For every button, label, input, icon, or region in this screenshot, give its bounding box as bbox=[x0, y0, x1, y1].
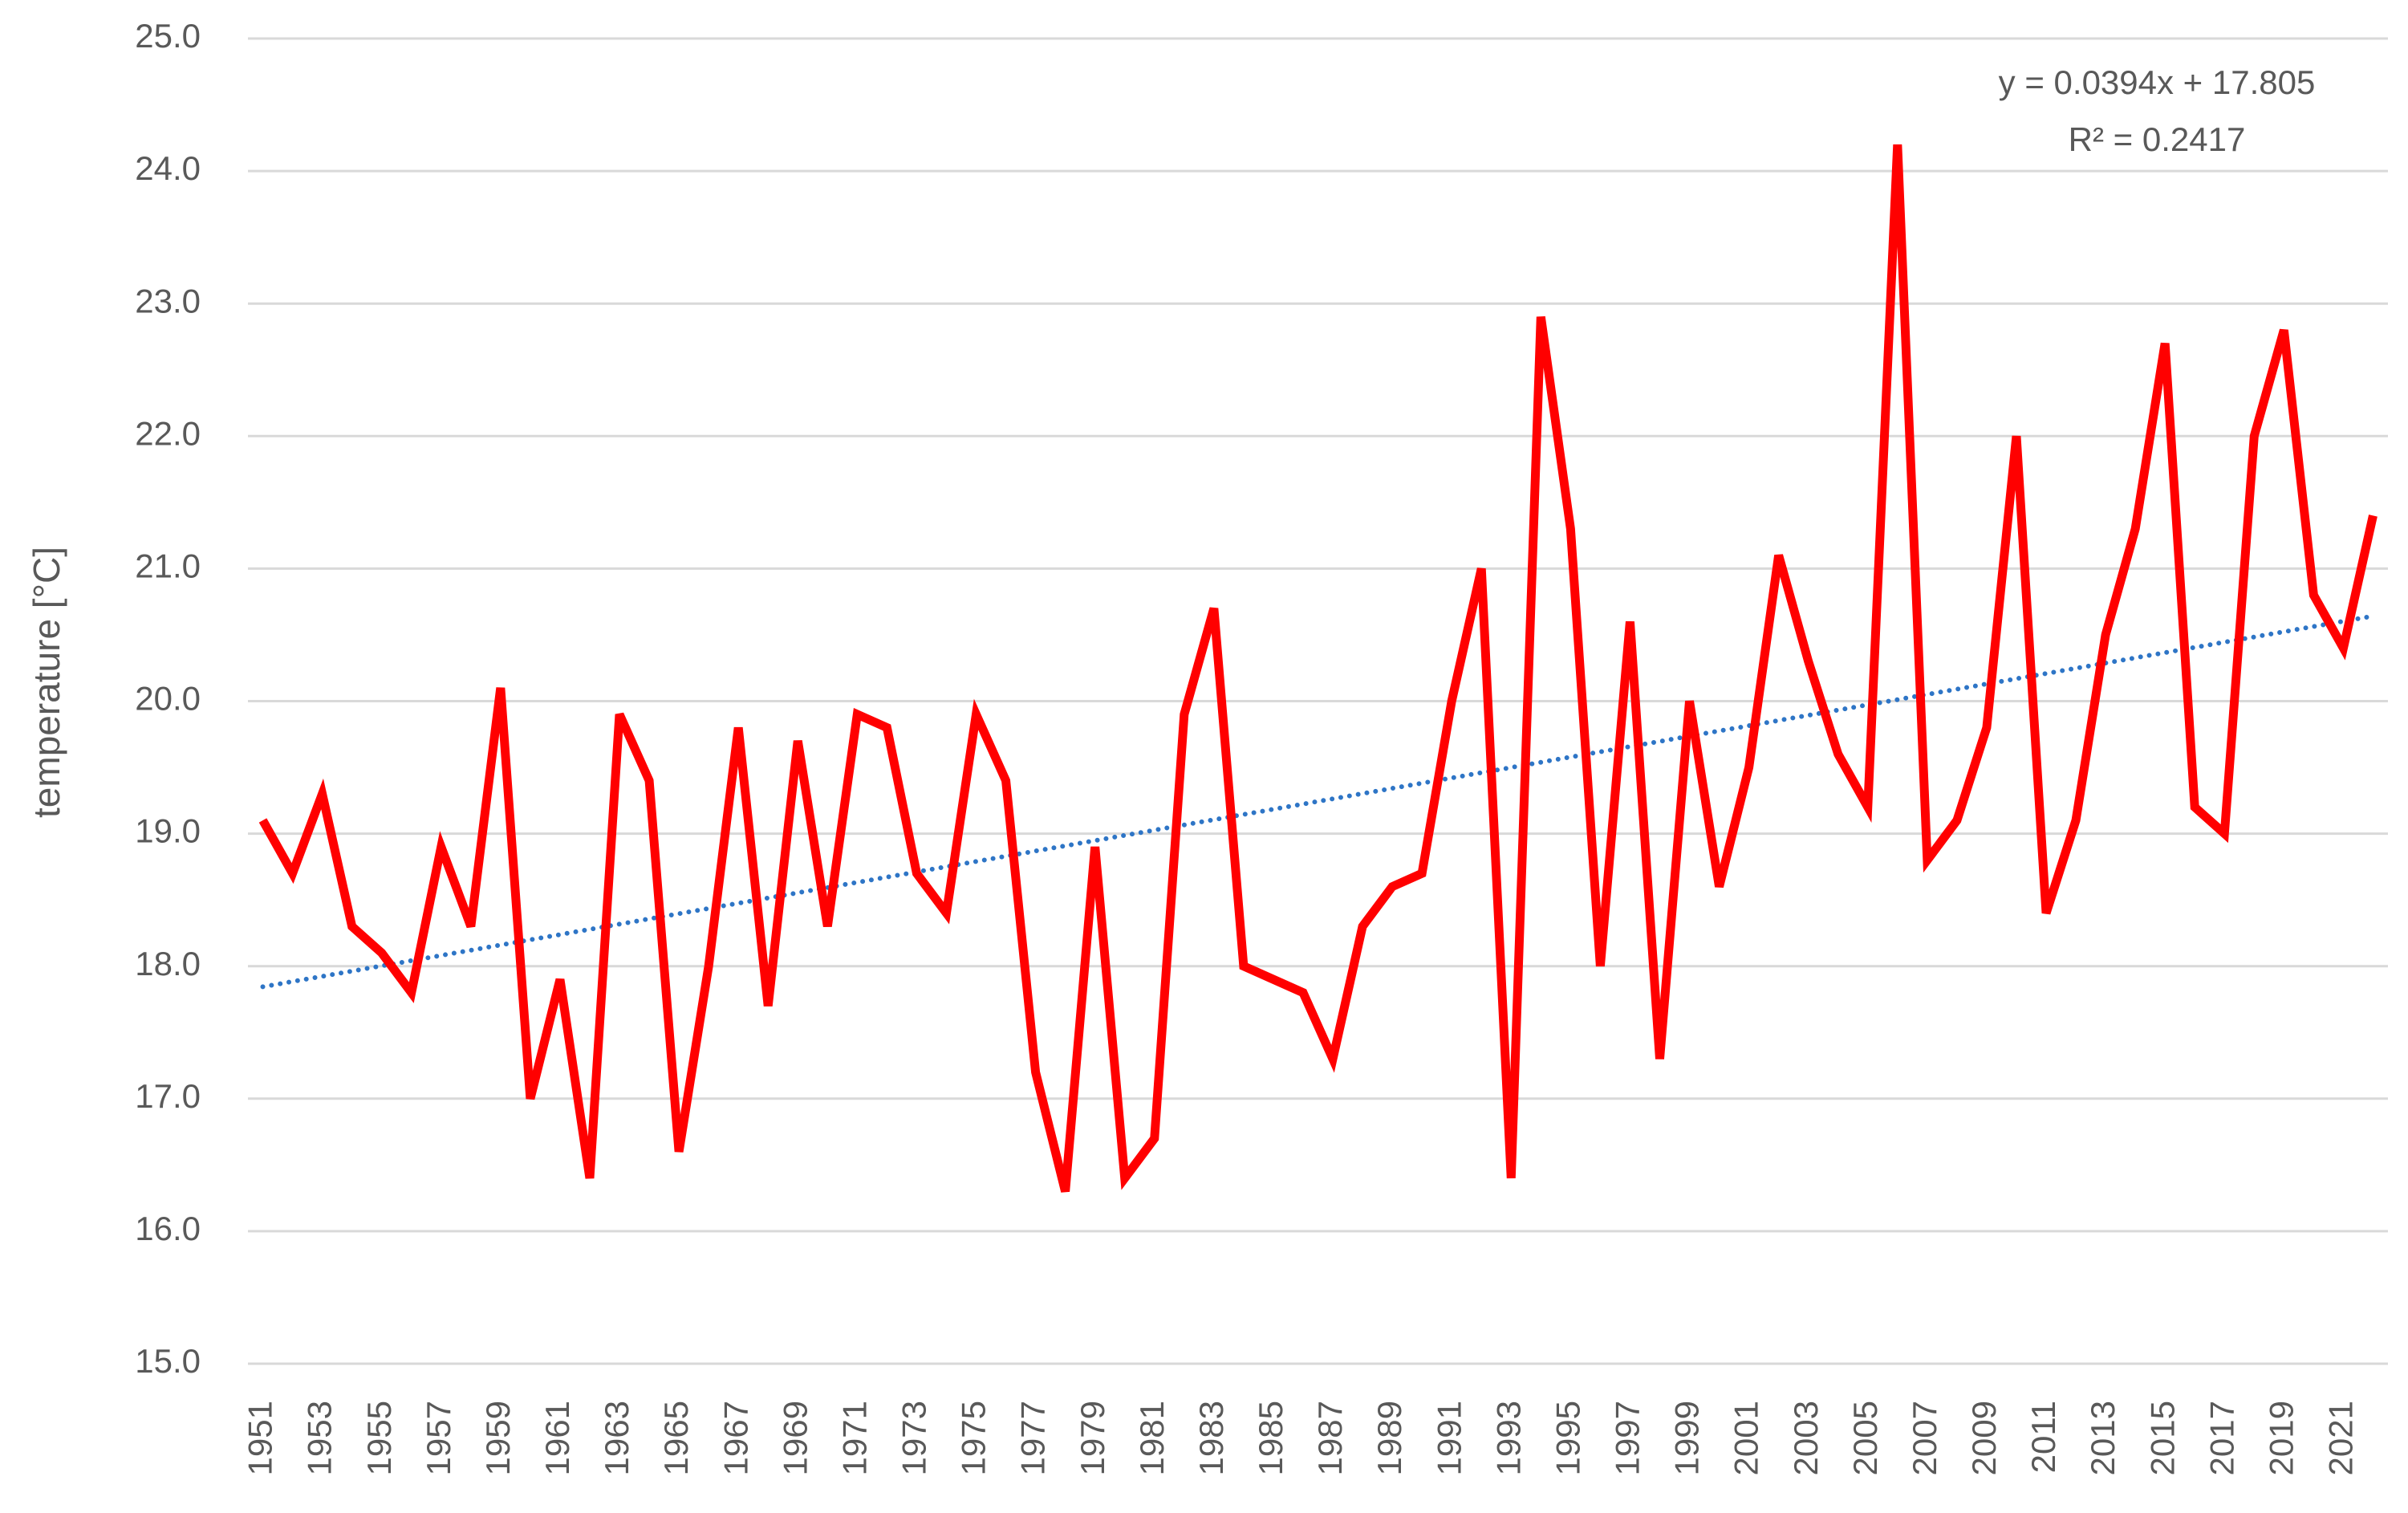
y-axis-title: temperature [°C] bbox=[26, 547, 67, 818]
y-tick-label: 19.0 bbox=[135, 812, 201, 850]
x-tick-label: 2011 bbox=[2024, 1401, 2062, 1473]
data-line bbox=[258, 144, 2378, 1193]
x-tick-label: 1965 bbox=[657, 1401, 695, 1475]
y-tick-label: 23.0 bbox=[135, 282, 201, 319]
x-tick-label: 1983 bbox=[1192, 1401, 1230, 1475]
y-tick-label: 22.0 bbox=[135, 414, 201, 452]
x-tick-label: 1981 bbox=[1133, 1401, 1171, 1475]
x-tick-label: 1953 bbox=[301, 1401, 339, 1475]
x-tick-label: 2009 bbox=[1965, 1401, 2003, 1475]
trend-line bbox=[260, 613, 2376, 990]
x-tick-label: 1957 bbox=[420, 1401, 457, 1475]
trend-equation: y = 0.0394x + 17.805 bbox=[1999, 63, 2316, 101]
x-tick-label: 2019 bbox=[2262, 1401, 2300, 1475]
x-tick-label: 1999 bbox=[1668, 1401, 1706, 1475]
x-tick-label: 1975 bbox=[955, 1401, 993, 1475]
x-tick-label: 1993 bbox=[1489, 1401, 1527, 1475]
x-tick-label: 1955 bbox=[360, 1401, 398, 1475]
x-tick-label: 1977 bbox=[1014, 1401, 1052, 1475]
y-tick-label: 21.0 bbox=[135, 547, 201, 584]
x-tick-label: 2015 bbox=[2143, 1401, 2181, 1475]
x-tick-label: 1963 bbox=[598, 1401, 636, 1475]
x-tick-label: 2001 bbox=[1728, 1401, 1765, 1475]
x-tick-label: 1989 bbox=[1370, 1401, 1408, 1475]
trend-r2: R² = 0.2417 bbox=[2069, 120, 2246, 158]
x-tick-label: 2017 bbox=[2203, 1401, 2240, 1475]
x-tick-label: 1967 bbox=[717, 1401, 754, 1475]
x-tick-label: 1973 bbox=[895, 1401, 933, 1475]
x-tick-label: 2013 bbox=[2084, 1401, 2122, 1475]
y-tick-label: 20.0 bbox=[135, 680, 201, 718]
x-tick-label: 1971 bbox=[835, 1401, 873, 1475]
y-tick-label: 15.0 bbox=[135, 1342, 201, 1380]
y-tick-label: 16.0 bbox=[135, 1210, 201, 1247]
x-tick-label: 1985 bbox=[1252, 1401, 1289, 1475]
x-tick-label: 1959 bbox=[479, 1401, 517, 1475]
x-tick-label: 1961 bbox=[538, 1401, 576, 1475]
x-tick-label: 1969 bbox=[776, 1401, 814, 1475]
x-tick-label: 1979 bbox=[1074, 1401, 1111, 1475]
x-tick-label: 1987 bbox=[1311, 1401, 1349, 1475]
x-tick-label: 2021 bbox=[2322, 1401, 2360, 1475]
y-tick-label: 17.0 bbox=[135, 1077, 201, 1115]
x-tick-label: 1997 bbox=[1609, 1401, 1647, 1475]
y-tick-label: 25.0 bbox=[135, 17, 201, 55]
x-tick-label: 1991 bbox=[1430, 1401, 1468, 1475]
y-tick-label: 24.0 bbox=[135, 149, 201, 187]
x-tick-label: 1995 bbox=[1549, 1401, 1586, 1475]
x-tick-label: 2005 bbox=[1846, 1401, 1884, 1475]
x-tick-label: 2007 bbox=[1906, 1401, 1943, 1475]
y-tick-label: 18.0 bbox=[135, 945, 201, 982]
x-tick-label: 1951 bbox=[242, 1401, 279, 1475]
x-tick-label: 2003 bbox=[1787, 1401, 1825, 1475]
